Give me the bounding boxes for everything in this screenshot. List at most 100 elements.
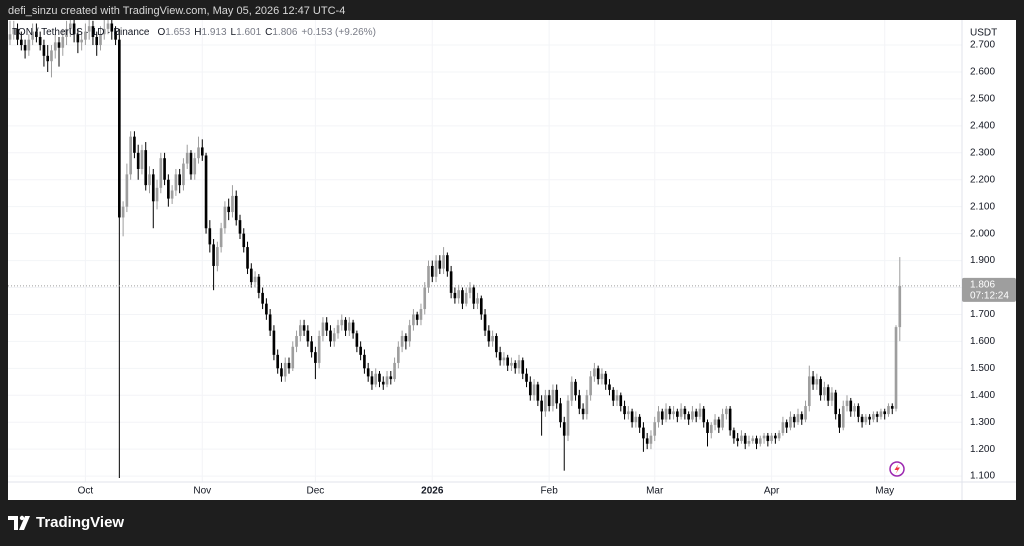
candle-body xyxy=(513,362,517,369)
candle-body xyxy=(427,265,430,288)
candle-body xyxy=(144,150,148,186)
candle-body xyxy=(385,376,389,385)
candle-body xyxy=(774,435,777,439)
candle-body xyxy=(332,333,336,342)
candle-body xyxy=(53,42,57,51)
logo: TradingView xyxy=(8,514,124,531)
y-tick-label: 1.700 xyxy=(970,309,995,320)
candle-body xyxy=(600,373,604,380)
candle-body xyxy=(389,376,393,380)
candle-body xyxy=(894,327,898,409)
candle-body xyxy=(694,411,698,417)
candle-body xyxy=(464,292,468,304)
candle-body xyxy=(890,406,894,409)
candle-body xyxy=(770,435,773,442)
candle-body xyxy=(887,406,890,415)
x-tick-label: 2026 xyxy=(421,486,444,497)
candle-body xyxy=(691,411,694,420)
candle-body xyxy=(291,346,295,369)
candle-body xyxy=(400,335,404,347)
y-tick-label: 1.600 xyxy=(970,336,995,347)
legend-key: C xyxy=(265,27,272,38)
candle-body xyxy=(796,414,800,423)
candle-body xyxy=(167,179,170,199)
price-tag-label: 1.806 xyxy=(970,280,995,291)
candle-body xyxy=(732,430,736,439)
y-tick-label: 1.200 xyxy=(970,444,995,455)
candle-body xyxy=(374,373,378,385)
candle-body xyxy=(46,55,50,62)
candle-body xyxy=(823,387,826,396)
candle-body xyxy=(8,34,12,40)
candle-body xyxy=(702,408,706,423)
candle-body xyxy=(510,362,513,366)
candle-body xyxy=(853,406,856,412)
legend-value: 1.601 xyxy=(236,27,261,38)
candle-body xyxy=(766,435,770,442)
candle-body xyxy=(819,379,822,396)
candle-body xyxy=(408,325,411,342)
y-tick-label: 2.000 xyxy=(970,228,995,239)
candle-body xyxy=(634,416,638,423)
candle-body xyxy=(95,36,99,46)
y-tick-label: 2.200 xyxy=(970,174,995,185)
candle-body xyxy=(856,406,860,417)
candle-body xyxy=(287,362,291,369)
candle-body xyxy=(593,368,596,377)
candle-body xyxy=(106,23,110,29)
candle-body xyxy=(163,158,166,180)
candle-body xyxy=(687,414,690,420)
candle-body xyxy=(676,411,679,417)
candle-body xyxy=(751,438,755,442)
candle-body xyxy=(317,335,321,363)
candle-body xyxy=(683,408,687,415)
x-tick-label: Mar xyxy=(646,486,664,497)
candles xyxy=(8,20,902,478)
candle-body xyxy=(517,360,521,369)
candle-body xyxy=(295,335,298,347)
candle-body xyxy=(713,419,717,425)
candle-body xyxy=(189,152,193,175)
candle-body xyxy=(76,34,80,43)
candle-body xyxy=(249,268,253,283)
candle-body xyxy=(740,435,743,442)
candle-body xyxy=(698,408,702,417)
candle-body xyxy=(747,441,751,444)
brand: TradingView xyxy=(36,514,124,531)
candle-body xyxy=(461,290,464,304)
candle-body xyxy=(709,424,713,433)
y-tick-label: 2.400 xyxy=(970,121,995,132)
y-tick-label: 1.900 xyxy=(970,255,995,266)
candle-body xyxy=(110,23,114,32)
candle-body xyxy=(118,39,121,218)
candle-body xyxy=(498,352,502,361)
candle-body xyxy=(777,432,781,439)
candle-body xyxy=(404,335,408,342)
candle-body xyxy=(84,31,87,40)
candle-body xyxy=(672,411,675,415)
candle-body xyxy=(193,158,197,175)
candle-body xyxy=(87,26,91,32)
candle-body xyxy=(725,408,728,415)
candle-body xyxy=(121,206,125,218)
candle-body xyxy=(438,260,442,269)
y-tick-label: 2.300 xyxy=(970,147,995,158)
candle-body xyxy=(789,416,792,428)
candle-body xyxy=(434,260,438,277)
candle-body xyxy=(298,325,302,336)
candle-body xyxy=(65,28,68,37)
candle-body xyxy=(219,228,223,248)
legend-value: 1.806 xyxy=(272,27,297,38)
candle-body xyxy=(310,341,313,353)
candle-body xyxy=(619,395,623,407)
candle-body xyxy=(868,416,871,420)
candle-body xyxy=(325,322,329,331)
candle-body xyxy=(664,408,668,420)
candle-body xyxy=(415,314,419,320)
candle-body xyxy=(506,357,509,366)
candle-body xyxy=(265,303,268,315)
x-tick-label: Feb xyxy=(541,486,559,497)
candle-body xyxy=(883,411,887,415)
candle-body xyxy=(472,287,476,304)
candle-body xyxy=(246,247,249,269)
